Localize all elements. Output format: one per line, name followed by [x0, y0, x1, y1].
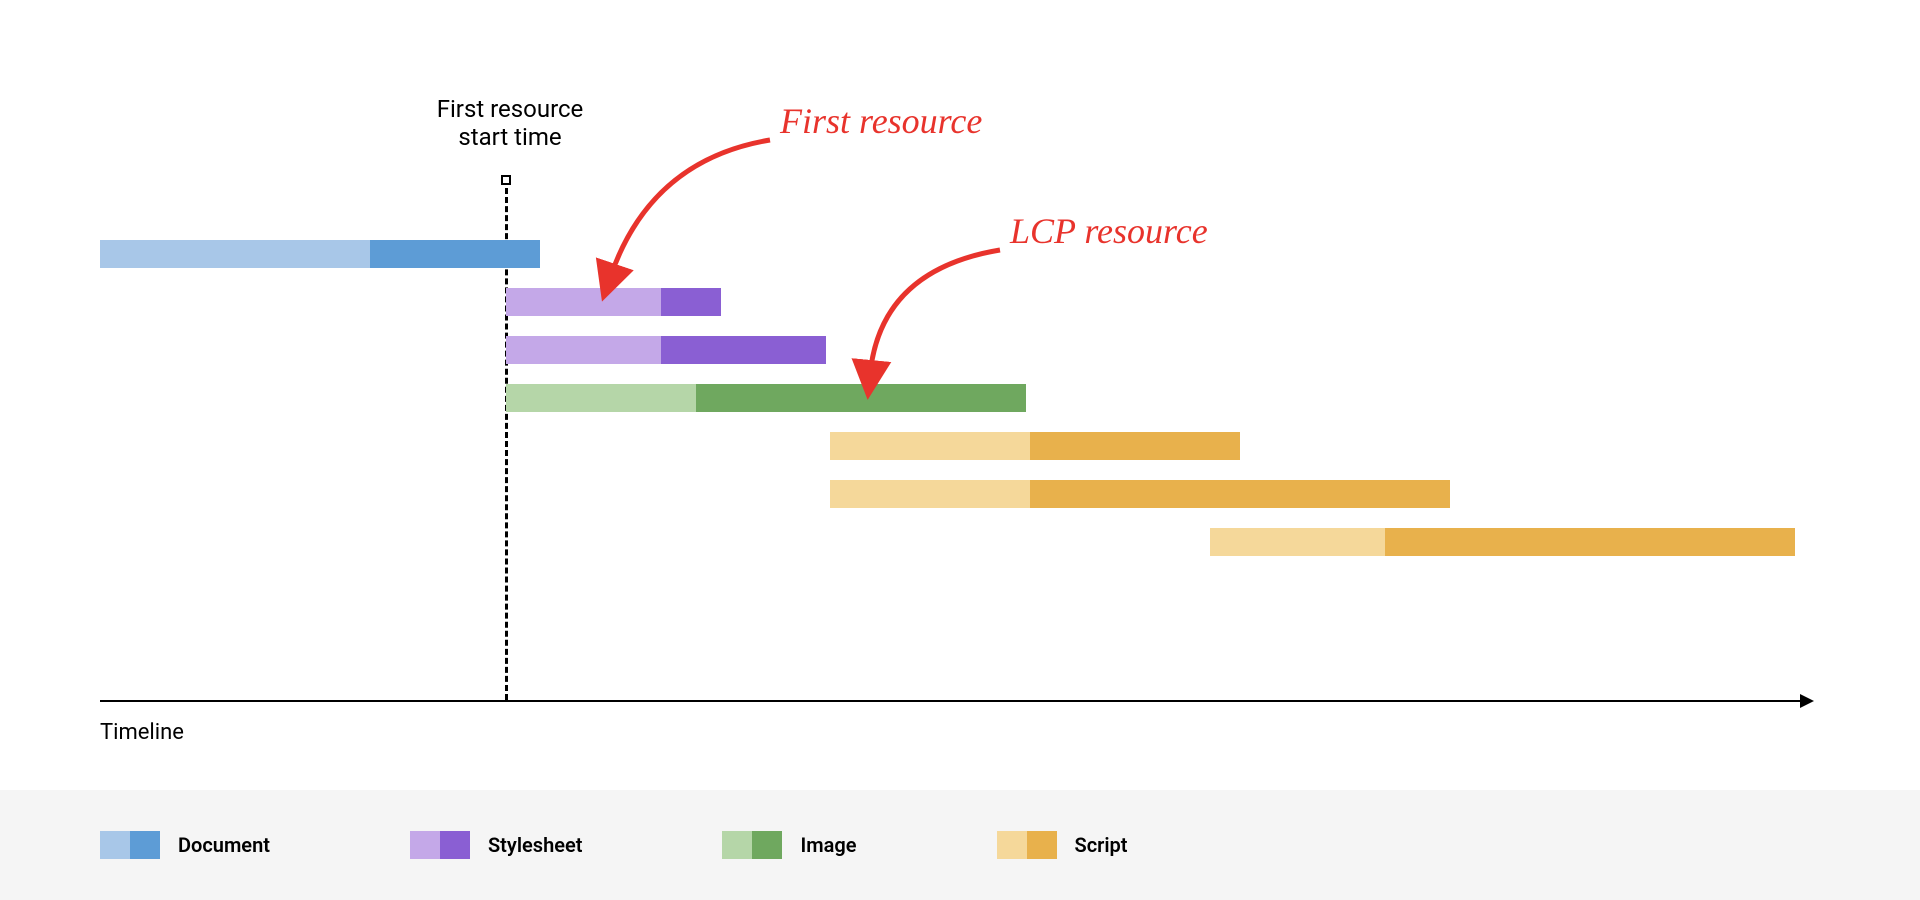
legend-swatch-icon — [997, 831, 1057, 859]
legend-label: Image — [800, 833, 856, 857]
legend-item-document: Document — [100, 831, 270, 859]
chart-area: First resource start time First resource… — [0, 0, 1920, 780]
legend-panel: Document Stylesheet Image Script — [0, 790, 1920, 900]
axis-arrowhead-icon — [1800, 694, 1814, 708]
legend-item-stylesheet: Stylesheet — [410, 831, 583, 859]
waterfall-diagram: First resource start time First resource… — [0, 0, 1920, 900]
annotation-arrow-icon — [0, 0, 1920, 780]
legend-label: Stylesheet — [488, 833, 583, 857]
annotation-text: LCP resource — [1010, 210, 1208, 252]
axis-label: Timeline — [100, 720, 184, 745]
legend-item-script: Script — [997, 831, 1128, 859]
legend-swatch-icon — [722, 831, 782, 859]
timeline-axis — [100, 700, 1800, 702]
legend-swatch-icon — [410, 831, 470, 859]
legend-label: Script — [1075, 833, 1128, 857]
legend-item-image: Image — [722, 831, 856, 859]
legend-label: Document — [178, 833, 270, 857]
legend-swatch-icon — [100, 831, 160, 859]
